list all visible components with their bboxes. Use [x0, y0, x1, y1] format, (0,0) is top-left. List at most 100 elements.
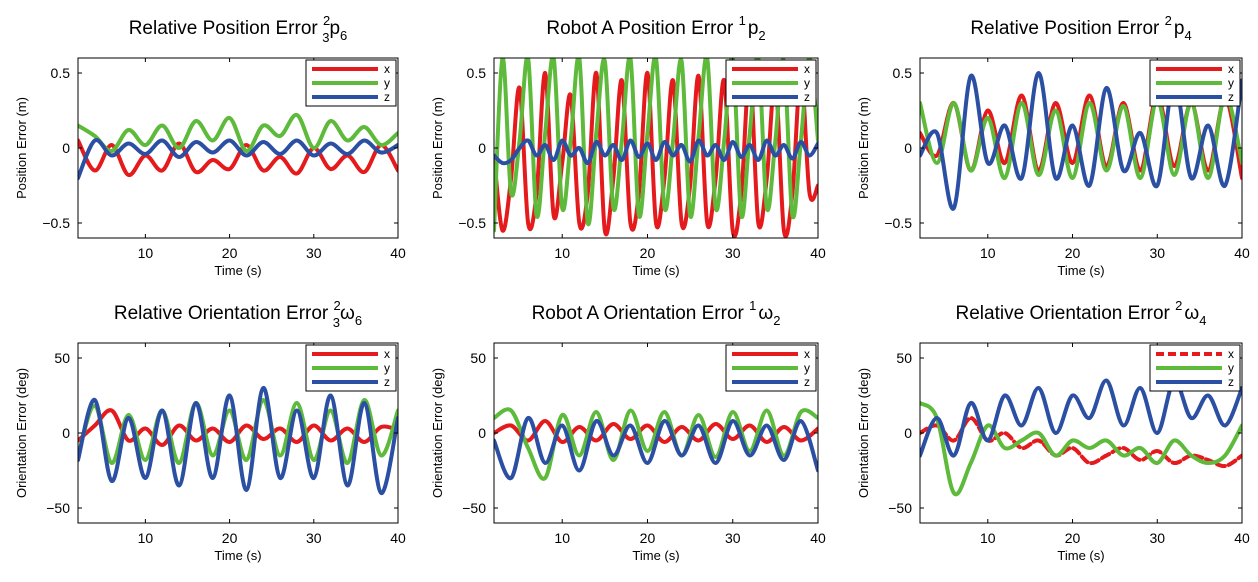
chart-title: Relative Orientation Error 2 3ω6 — [114, 298, 362, 330]
y-tick-label: −50 — [46, 500, 70, 516]
x-axis-label: Time (s) — [1057, 263, 1104, 278]
y-tick-label: 0.5 — [467, 65, 487, 81]
y-axis-label: Position Error (m) — [14, 97, 29, 199]
chart-panel-5: 10 20 30 40 −50 0 50 Time (s) Orientation Error … — [430, 298, 826, 563]
x-axis-label: Time (s) — [632, 263, 679, 278]
y-tick-label: 50 — [470, 350, 486, 366]
x-tick-label: 10 — [980, 245, 996, 261]
x-axis-label: Time (s) — [214, 548, 261, 563]
x-tick-label: 40 — [810, 530, 826, 546]
y-tick-label: 0 — [904, 425, 912, 441]
y-tick-label: 0.5 — [51, 65, 71, 81]
series-line-z — [494, 415, 818, 481]
legend: xyz — [1149, 344, 1241, 392]
series-line-z — [920, 378, 1242, 458]
series-line-y — [78, 113, 398, 153]
legend-label-z: z — [384, 375, 390, 389]
legend-label-x: x — [1228, 347, 1234, 361]
x-tick-label: 30 — [725, 530, 741, 546]
legend-label-y: y — [1228, 361, 1234, 375]
chart-title: Relative Position Error 2 3p6 — [129, 13, 348, 45]
legend-label-z: z — [804, 375, 810, 389]
legend: xyz — [1149, 59, 1241, 107]
y-tick-label: 50 — [896, 350, 912, 366]
x-tick-label: 10 — [554, 245, 570, 261]
y-axis-label: Position Error (m) — [430, 97, 445, 199]
series-line-y — [920, 401, 1242, 497]
series-line-z — [78, 385, 398, 496]
legend-label-z: z — [804, 90, 810, 104]
x-tick-label: 20 — [222, 245, 238, 261]
chart-panel-4: 10 20 30 40 −50 0 50 Time (s) Orientation Error … — [14, 298, 406, 563]
series-line-y — [494, 58, 818, 233]
y-tick-label: 0 — [904, 140, 912, 156]
legend-label-y: y — [384, 76, 390, 90]
x-tick-label: 30 — [1149, 245, 1165, 261]
legend-label-x: x — [384, 347, 390, 361]
legend-label-y: y — [804, 76, 810, 90]
x-tick-label: 40 — [1234, 530, 1250, 546]
x-tick-label: 20 — [640, 245, 656, 261]
x-tick-label: 20 — [1065, 530, 1081, 546]
y-tick-label: −50 — [462, 500, 486, 516]
y-tick-label: 0 — [478, 425, 486, 441]
x-tick-label: 20 — [640, 530, 656, 546]
legend-label-x: x — [804, 347, 810, 361]
x-tick-label: 30 — [1149, 530, 1165, 546]
x-tick-label: 30 — [725, 245, 741, 261]
legend-label-y: y — [384, 361, 390, 375]
y-tick-label: −0.5 — [884, 215, 912, 231]
legend-label-z: z — [384, 90, 390, 104]
y-axis-label: Orientation Error (deg) — [14, 368, 29, 498]
legend: xyz — [725, 344, 817, 392]
chart-panel-6: 10 20 30 40 −50 0 50 Time (s) Orientation Error … — [856, 298, 1250, 563]
x-tick-label: 40 — [1234, 245, 1250, 261]
legend-label-z: z — [1228, 90, 1234, 104]
y-tick-label: −0.5 — [458, 215, 486, 231]
legend-label-x: x — [384, 62, 390, 76]
chart-panel-3: 10 20 30 40 −0.5 0 0.5 Time (s) Position Error (… — [856, 13, 1250, 278]
x-tick-label: 20 — [1065, 245, 1081, 261]
x-tick-label: 30 — [306, 530, 322, 546]
y-axis-label: Position Error (m) — [856, 97, 871, 199]
x-tick-label: 10 — [138, 530, 154, 546]
legend-label-y: y — [804, 361, 810, 375]
x-tick-label: 40 — [390, 530, 406, 546]
chart-title: Relative Position Error 2 p4 — [970, 13, 1191, 43]
x-tick-label: 10 — [138, 245, 154, 261]
y-tick-label: 50 — [54, 350, 70, 366]
x-tick-label: 40 — [390, 245, 406, 261]
legend: xyz — [305, 59, 397, 107]
legend-label-y: y — [1228, 76, 1234, 90]
x-tick-label: 10 — [554, 530, 570, 546]
y-axis-label: Orientation Error (deg) — [856, 368, 871, 498]
x-tick-label: 30 — [306, 245, 322, 261]
y-tick-label: 0 — [62, 425, 70, 441]
series-line-z — [78, 138, 398, 180]
legend: xyz — [305, 344, 397, 392]
legend-label-x: x — [804, 62, 810, 76]
x-axis-label: Time (s) — [632, 548, 679, 563]
legend-label-x: x — [1228, 62, 1234, 76]
chart-panel-1: 10 20 30 40 −0.5 0 0.5 Time (s) Position Error (… — [14, 13, 406, 278]
x-tick-label: 20 — [222, 530, 238, 546]
y-tick-label: 0.5 — [893, 65, 913, 81]
series-line-x — [494, 70, 818, 238]
series-line-y — [494, 407, 818, 481]
legend-label-z: z — [1228, 375, 1234, 389]
y-tick-label: 0 — [62, 140, 70, 156]
series-line-z — [494, 138, 818, 166]
chart-title: Robot A Position Error 1 p2 — [546, 13, 765, 43]
y-tick-label: −50 — [888, 500, 912, 516]
x-axis-label: Time (s) — [214, 263, 261, 278]
chart-panel-2: 10 20 30 40 −0.5 0 0.5 Time (s) Position Error (… — [430, 13, 826, 278]
y-tick-label: 0 — [478, 140, 486, 156]
x-axis-label: Time (s) — [1057, 548, 1104, 563]
series-line-z — [920, 71, 1242, 211]
chart-title: Robot A Orientation Error 1 ω2 — [532, 298, 781, 328]
legend: xyz — [725, 59, 817, 107]
x-tick-label: 10 — [980, 530, 996, 546]
x-tick-label: 40 — [810, 245, 826, 261]
